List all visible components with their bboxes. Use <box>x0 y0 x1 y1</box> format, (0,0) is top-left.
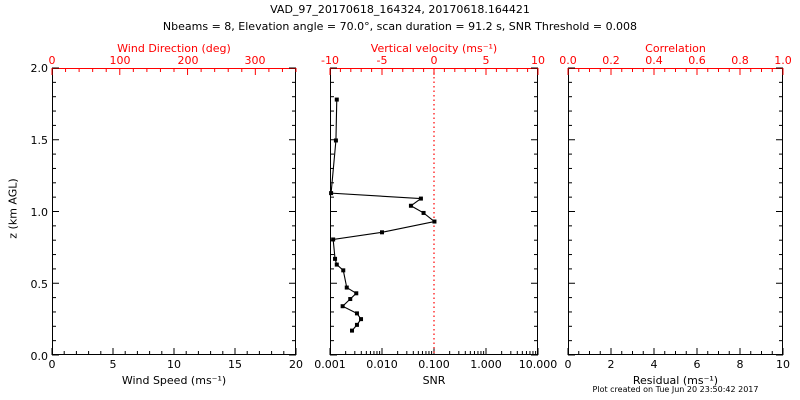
residual-axis-label: Residual (ms⁻¹) <box>632 374 719 387</box>
correlation-tick-0: 0.0 <box>559 54 577 67</box>
wind-speed-tick-4: 20 <box>289 358 303 371</box>
snr-axis-label: SNR <box>422 374 446 387</box>
residual-panel[interactable] <box>568 68 783 355</box>
y-tick-label-2: 1.0 <box>30 206 49 219</box>
correlation-tick-1: 0.2 <box>602 54 620 67</box>
residual-tick-0: 0 <box>564 358 572 371</box>
wind-direction-tick-0: 0 <box>48 54 56 67</box>
correlation-tick-2: 0.4 <box>645 54 663 67</box>
y-tick-label-1: 1.5 <box>30 134 49 147</box>
snr-tick-4: 10.000 <box>518 358 558 371</box>
y-tick-label-4: 0.0 <box>30 350 49 363</box>
snr-tick-3: 1.000 <box>470 358 502 371</box>
correlation-tick-4: 0.8 <box>731 54 749 67</box>
residual-tick-1: 2 <box>607 358 615 371</box>
wind-speed-tick-2: 10 <box>167 358 181 371</box>
wind-direction-axis-label: Wind Direction (deg) <box>117 42 231 55</box>
y-tick-label-0: 2.0 <box>30 62 49 75</box>
y-tick-label-3: 0.5 <box>30 278 49 291</box>
residual-tick-5: 10 <box>776 358 790 371</box>
wind-speed-tick-0: 0 <box>48 358 56 371</box>
vertical-velocity-tick-4: 10 <box>531 54 545 67</box>
vertical-velocity-tick-1: -5 <box>376 54 388 67</box>
correlation-tick-3: 0.6 <box>688 54 706 67</box>
snr-tick-2: 0.100 <box>418 358 450 371</box>
vertical-velocity-tick-3: 5 <box>482 54 490 67</box>
wind-direction-tick-3: 300 <box>244 54 266 67</box>
vertical-velocity-tick-2: 0 <box>430 54 438 67</box>
wind-speed-axis-label: Wind Speed (ms⁻¹) <box>121 374 227 387</box>
wind-direction-tick-1: 100 <box>109 54 131 67</box>
snr-tick-1: 0.010 <box>366 358 398 371</box>
vertical-velocity-tick-0: -10 <box>321 54 339 67</box>
vertical-velocity-axis-label: Vertical velocity (ms⁻¹) <box>370 42 498 55</box>
wind-speed-panel[interactable] <box>52 68 296 355</box>
residual-tick-3: 6 <box>693 358 701 371</box>
correlation-tick-5: 1.0 <box>774 54 792 67</box>
correlation-axis-label: Correlation <box>645 42 706 55</box>
plot-subtitle: Nbeams = 8, Elevation angle = 70.0°, sca… <box>162 20 638 33</box>
wind-speed-tick-1: 5 <box>109 358 117 371</box>
snr-tick-0: 0.001 <box>314 358 346 371</box>
wind-direction-tick-2: 200 <box>177 54 199 67</box>
wind-speed-tick-3: 15 <box>228 358 242 371</box>
residual-tick-4: 8 <box>736 358 744 371</box>
plot-title: VAD_97_20170618_164324, 20170618.164421 <box>270 3 530 16</box>
plot-created-footnote: Plot created on Tue Jun 20 23:50:42 2017 <box>592 385 759 394</box>
residual-tick-2: 4 <box>650 358 658 371</box>
